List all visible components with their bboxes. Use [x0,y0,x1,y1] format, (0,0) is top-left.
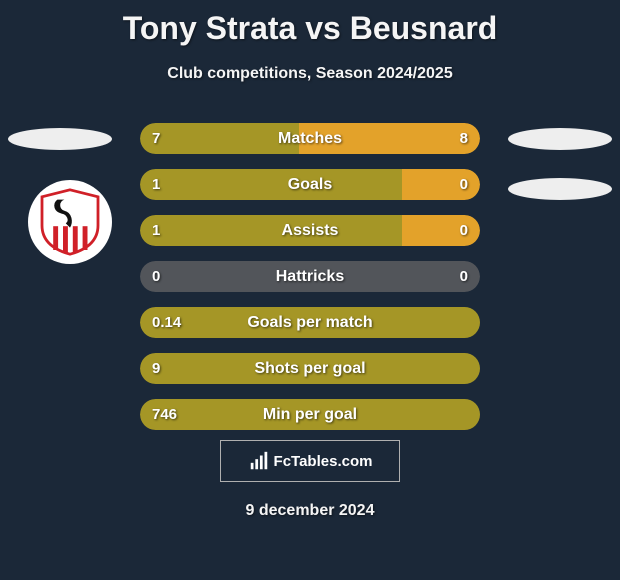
player-photo-placeholder-left [8,128,112,150]
page-title: Tony Strata vs Beusnard [0,0,620,47]
stat-row: Min per goal746 [140,399,480,430]
club-crest-icon [35,187,105,257]
comparison-bars: Matches78Goals10Assists10Hattricks00Goal… [140,123,480,445]
stat-value-right: 0 [460,261,468,292]
stat-label: Matches [140,123,480,154]
generation-date: 9 december 2024 [0,502,620,520]
stat-label: Min per goal [140,399,480,430]
stat-value-left: 1 [152,169,160,200]
stat-label: Goals [140,169,480,200]
attribution-box[interactable]: FcTables.com [220,440,400,482]
stat-value-right: 8 [460,123,468,154]
club-badge-left [28,180,112,264]
stat-label: Shots per goal [140,353,480,384]
stat-value-left: 0 [152,261,160,292]
stat-row: Hattricks0 0 [140,261,480,292]
stat-row: Goals1 0 [140,169,480,200]
club-logo-placeholder-right [508,178,612,200]
stat-value-left: 0.14 [152,307,181,338]
stat-value-left: 746 [152,399,177,430]
stat-label: Hattricks [140,261,480,292]
stat-value-right: 0 [460,215,468,246]
player-photo-placeholder-right [508,128,612,150]
stat-label: Assists [140,215,480,246]
stat-row: Goals per match0.14 [140,307,480,338]
stat-label: Goals per match [140,307,480,338]
stat-value-left: 7 [152,123,160,154]
bar-chart-icon [248,450,270,472]
stat-value-right: 0 [460,169,468,200]
stat-value-left: 9 [152,353,160,384]
stat-row: Assists1 0 [140,215,480,246]
page-subtitle: Club competitions, Season 2024/2025 [0,65,620,83]
stat-value-left: 1 [152,215,160,246]
attribution-text: FcTables.com [274,453,373,470]
stat-row: Matches7 8 [140,123,480,154]
stat-row: Shots per goal9 [140,353,480,384]
